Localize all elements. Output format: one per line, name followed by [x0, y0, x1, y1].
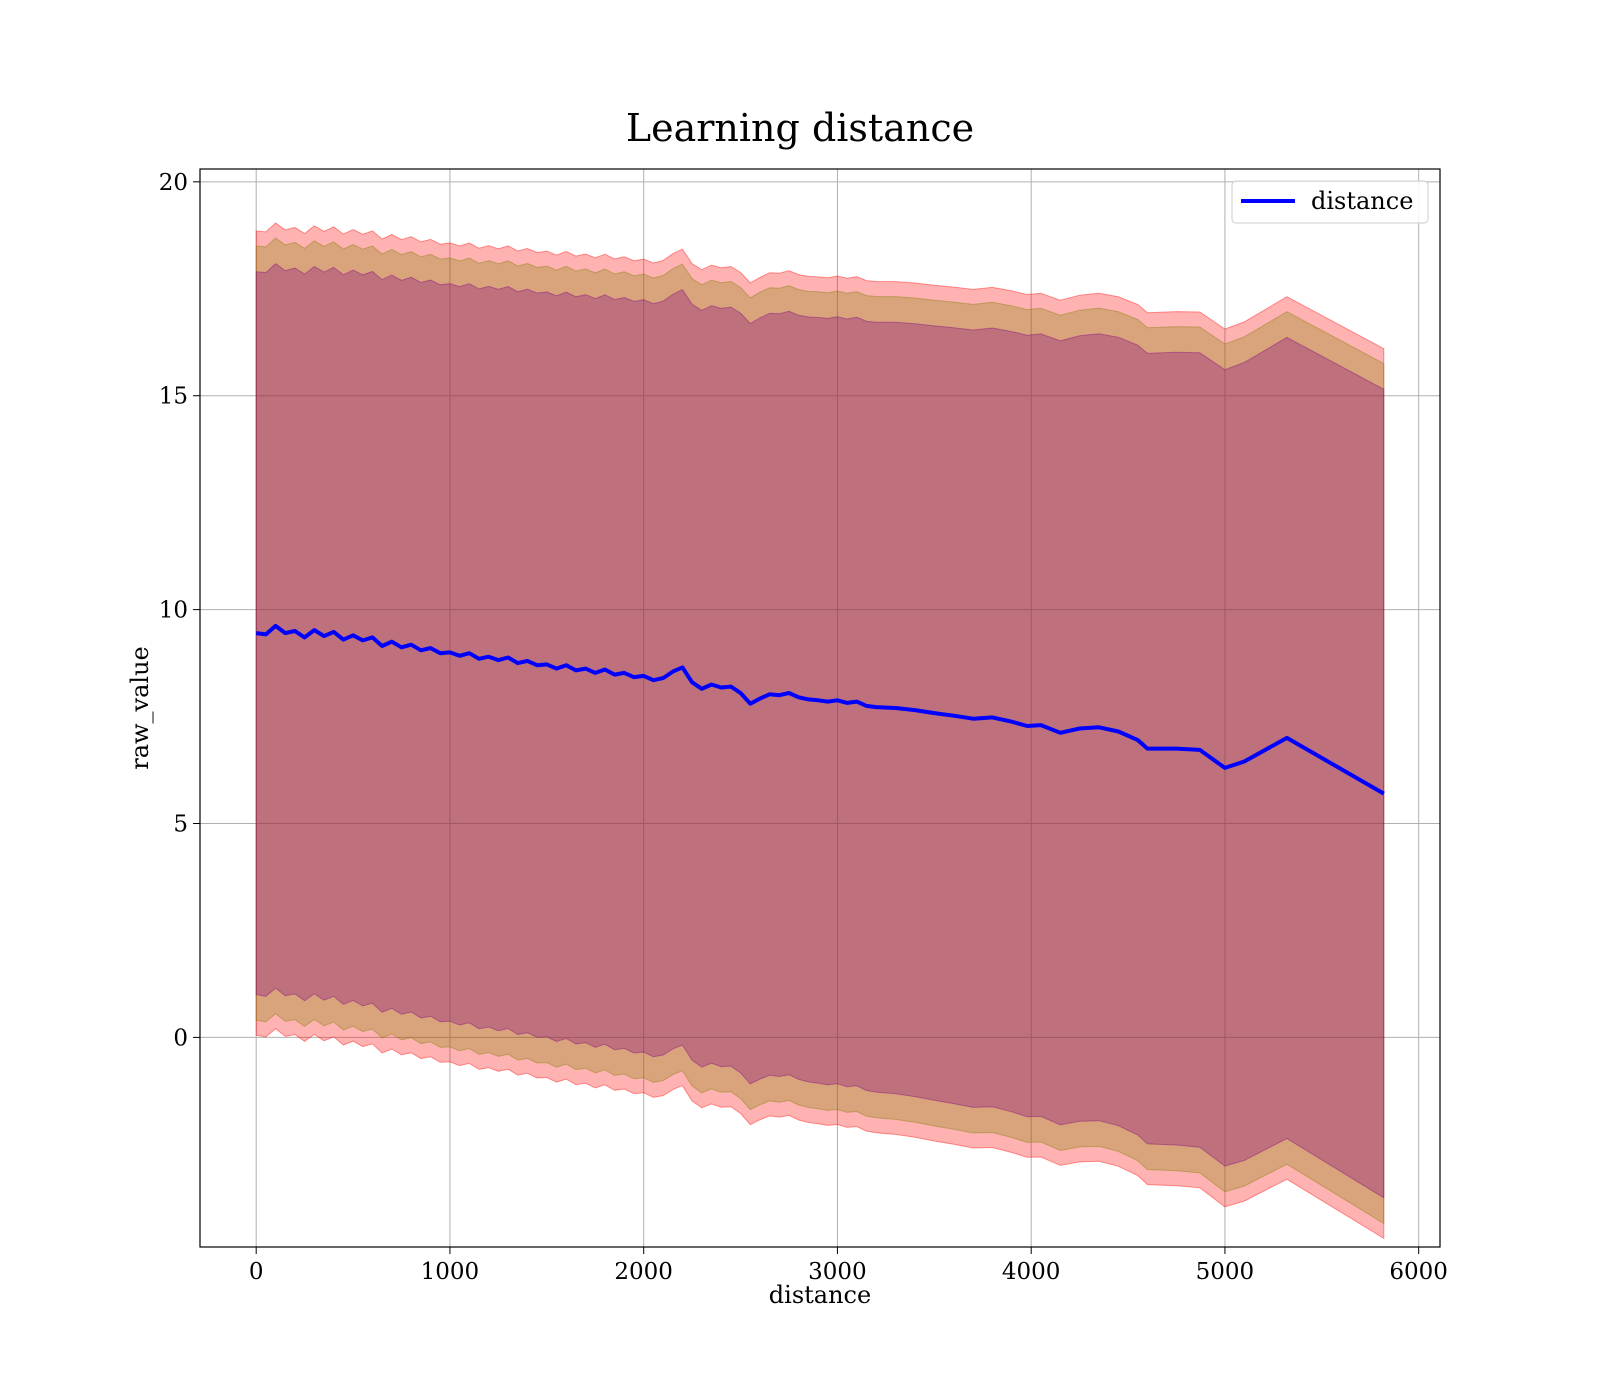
x-tick-label: 3000: [808, 1259, 867, 1285]
series-line-distance: [255, 623, 1385, 796]
x-tick-label: 2000: [614, 1259, 673, 1285]
legend: distance: [1231, 180, 1429, 224]
confidence-bands: [255, 222, 1385, 1240]
x-axis-ticks: 0 1000 2000 3000 4000 5000 6000: [249, 1247, 1448, 1285]
plot-frame: [199, 168, 1441, 1248]
band-2: [255, 263, 1385, 1199]
y-tick-label: 20: [159, 170, 188, 196]
legend-box: [1231, 180, 1429, 224]
y-tick-label: 0: [173, 1025, 188, 1051]
x-axis-label: distance: [769, 1281, 871, 1309]
y-axis-label: raw_value: [126, 646, 154, 770]
x-tick-label: 4000: [1002, 1259, 1061, 1285]
chart-title: Learning distance: [626, 106, 974, 150]
y-axis-ticks: 0 5 10 15 20: [159, 170, 200, 1051]
legend-label-distance: distance: [1311, 187, 1413, 215]
grid-lines: [200, 169, 1440, 1247]
band-0: [255, 222, 1385, 1240]
y-tick-label: 5: [173, 812, 188, 838]
y-tick-label: 10: [159, 598, 188, 624]
band-1: [255, 237, 1385, 1225]
x-tick-label: 6000: [1389, 1259, 1448, 1285]
y-tick-label: 15: [159, 384, 188, 410]
x-tick-label: 0: [249, 1259, 264, 1285]
series-lines: [255, 623, 1385, 796]
x-tick-label: 5000: [1196, 1259, 1255, 1285]
x-tick-label: 1000: [421, 1259, 480, 1285]
